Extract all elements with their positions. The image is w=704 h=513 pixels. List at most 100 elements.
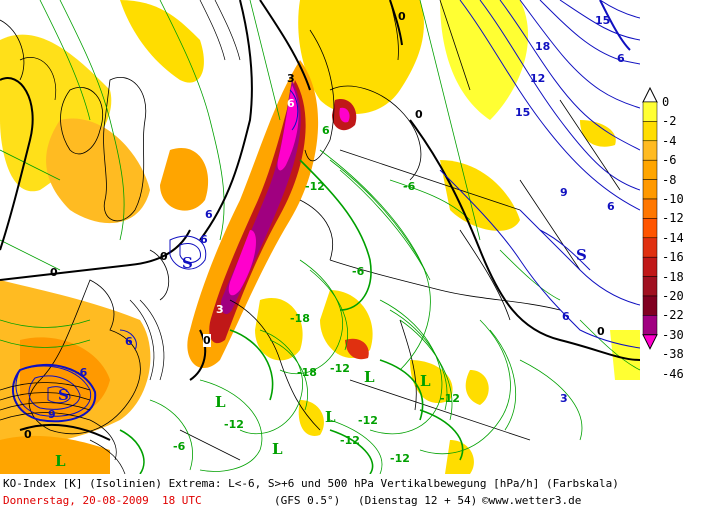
map-label-value: -12 [330, 362, 350, 375]
isoline-blue-thick [11, 0, 631, 423]
color-scale-swatch [642, 256, 658, 277]
map-canvas [0, 0, 640, 474]
color-scale-swatch [642, 237, 658, 258]
pressure-high-label: S [182, 254, 193, 272]
shade-yellow [580, 120, 616, 147]
color-scale-label: 0 [662, 95, 670, 109]
color-scale-label: -10 [662, 192, 684, 206]
caption-title: KO-Index [K] (Isolinien) Extrema: L<-6, … [3, 477, 619, 490]
map-label-value: 0 [597, 325, 605, 338]
shade-yellow [610, 330, 640, 380]
isoline-green-thick [119, 159, 464, 474]
map-label-value: 0 [415, 108, 423, 121]
pressure-low-label: L [55, 452, 66, 470]
shade-band-pink [228, 230, 256, 296]
map-label-value: 6 [562, 310, 570, 323]
map-label-value: -6 [75, 366, 88, 379]
color-scale-label: -12 [662, 211, 684, 226]
map-label-value: 0 [203, 334, 211, 347]
color-scale-label: -14 [662, 230, 684, 245]
shade-yellow [465, 370, 489, 405]
map-label-value: 0 [24, 428, 32, 441]
map-label-value: -12 [340, 434, 360, 447]
map-label-value: 9 [48, 408, 56, 421]
pressure-low-label: L [364, 368, 375, 386]
color-scale-bar [642, 86, 658, 350]
color-scale-swatch [642, 198, 658, 219]
map-label-value: 6 [322, 124, 330, 137]
map-label-value: -18 [297, 366, 317, 379]
color-scale-label: -16 [662, 250, 684, 265]
shade-yellow [440, 0, 529, 120]
color-scale-top-arrow [642, 86, 658, 103]
color-scale-label: -30 [662, 327, 684, 342]
shade-yellow [445, 440, 474, 474]
shade-yellow [255, 298, 303, 361]
color-scale-swatch [642, 101, 658, 122]
pressure-low-label: L [420, 372, 431, 390]
map-label-value: 3 [560, 392, 568, 405]
map-label-value: 6 [607, 200, 615, 213]
map-label-value: -12 [358, 414, 378, 427]
color-scale-label: -22 [662, 308, 684, 323]
shade-orange [345, 338, 369, 360]
map-label-value: 0 [160, 250, 168, 263]
map-area: 0 0 0 0 0 0 0 6 3 3 6 6 -6 9 6 18 12 15 … [0, 0, 641, 475]
color-scale-label: -6 [662, 153, 677, 168]
caption-copyright: ©www.wetter3.de [482, 494, 582, 507]
shading-layer [0, 0, 640, 474]
map-label-value: 6 [125, 335, 133, 348]
isoline-green-layer [0, 0, 640, 474]
map-label-value: 0 [50, 266, 58, 279]
map-label-value: -18 [290, 312, 310, 325]
pressure-low-label: L [272, 440, 283, 458]
color-scale-swatch [642, 276, 658, 297]
color-scale-swatch [642, 140, 658, 161]
shade-band-pink [277, 85, 299, 171]
chart-caption: KO-Index [K] (Isolinien) Extrema: L<-6, … [0, 474, 704, 513]
color-scale-label: -4 [662, 133, 677, 148]
isoline-blue-layer [15, 0, 640, 417]
isoline-black-thin [0, 0, 241, 474]
shade-yellow [120, 0, 204, 83]
shade-yellow [298, 400, 324, 436]
map-label-value: 6 [287, 97, 295, 110]
color-scale-label: -20 [662, 289, 684, 303]
map-label-value: -6 [352, 265, 365, 278]
color-scale-swatch [642, 315, 658, 336]
map-label-value: 9 [560, 186, 568, 199]
color-scale-swatch [642, 159, 658, 180]
map-label-value: -6 [173, 440, 186, 453]
pressure-high-label: S [576, 246, 587, 264]
color-scale-swatch [642, 295, 658, 316]
map-label-value: -12 [390, 452, 410, 465]
color-scale-swatch [642, 121, 658, 142]
map-label-value: -12 [224, 418, 244, 431]
map-label-value: -12 [440, 392, 460, 405]
caption-run: (Dienstag 12 + 54) [358, 494, 478, 507]
map-label-value: -12 [305, 180, 325, 193]
map-label-value: 15 [515, 106, 531, 119]
color-scale-label: -8 [662, 172, 677, 187]
map-label-value: 12 [530, 72, 546, 85]
color-scale-bottom-arrow [642, 334, 658, 350]
color-scale-label: -18 [662, 269, 684, 284]
pressure-high-label: S [58, 386, 69, 404]
color-scale-swatch [642, 218, 658, 239]
shade-yellow [298, 0, 424, 114]
shade-yellow [46, 118, 150, 224]
map-label-value: 6 [200, 233, 208, 246]
map-label-value: 6 [617, 52, 625, 65]
color-scale-label: -46 [662, 366, 684, 381]
map-label-value: 0 [398, 10, 406, 23]
color-scale-label: -2 [662, 114, 677, 129]
shade-pink-blob [339, 107, 350, 123]
color-scale-legend [640, 0, 704, 474]
color-scale-swatch [642, 179, 658, 200]
color-scale-label: -38 [662, 347, 684, 362]
shade-yellow [160, 148, 209, 211]
map-label-value: 18 [535, 40, 551, 53]
caption-date: Donnerstag, 20-08-2009 18 UTC [3, 494, 202, 507]
map-label-value: 6 [205, 208, 213, 221]
map-label-value: 3 [216, 303, 224, 316]
